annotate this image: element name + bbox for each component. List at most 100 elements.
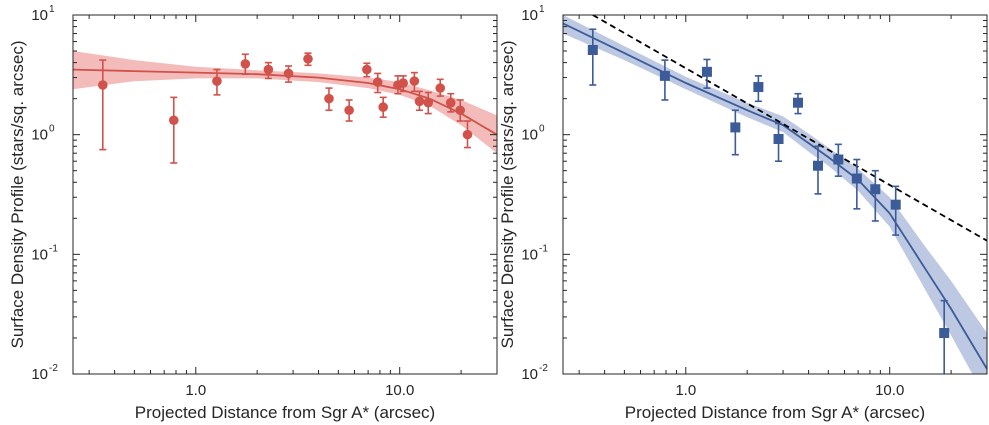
data-marker xyxy=(870,184,881,195)
data-marker xyxy=(445,97,456,108)
data-point xyxy=(362,62,372,78)
data-point xyxy=(773,122,784,163)
y-tick-label: 10 xyxy=(521,366,538,383)
data-point xyxy=(168,96,179,164)
y-tick-label: 10 xyxy=(31,366,48,383)
data-marker xyxy=(701,66,712,77)
data-point xyxy=(435,78,446,97)
data-marker xyxy=(455,105,466,116)
model-fit-line xyxy=(563,22,987,370)
data-point xyxy=(423,91,434,115)
data-marker xyxy=(240,59,251,69)
data-point xyxy=(398,75,408,93)
y-axis-label: Surface Density Profile (stars/sq. arcse… xyxy=(498,41,517,349)
data-marker xyxy=(587,44,598,55)
data-marker xyxy=(753,82,764,93)
data-marker xyxy=(890,199,901,210)
y-tick-exponent: -1 xyxy=(539,243,548,254)
data-marker xyxy=(833,154,844,165)
data-marker xyxy=(372,77,383,87)
y-tick-exponent: -2 xyxy=(49,363,58,374)
data-marker xyxy=(812,160,823,171)
model-uncertainty-band xyxy=(73,51,497,154)
data-marker xyxy=(462,129,473,140)
power-law-dashed-line xyxy=(592,15,987,242)
data-point xyxy=(455,99,466,122)
data-point xyxy=(283,65,294,83)
y-tick-exponent: 1 xyxy=(539,4,545,15)
data-point xyxy=(753,75,764,103)
data-point xyxy=(870,169,881,222)
data-marker xyxy=(730,122,741,133)
data-point xyxy=(939,299,950,374)
plot-frame xyxy=(562,14,988,375)
y-tick-exponent: 0 xyxy=(49,124,55,135)
x-tick-label: 10.0 xyxy=(385,382,414,399)
data-point xyxy=(890,185,901,236)
y-tick-label: 10 xyxy=(521,127,538,144)
data-marker xyxy=(659,70,670,81)
data-marker xyxy=(168,115,179,126)
data-marker xyxy=(939,328,950,339)
y-tick-label: 10 xyxy=(31,7,48,24)
data-point xyxy=(409,71,420,93)
model-uncertainty-band xyxy=(563,15,987,374)
data-marker xyxy=(303,54,313,64)
data-point xyxy=(97,59,108,151)
data-marker xyxy=(773,134,784,145)
plot-frame xyxy=(72,14,498,375)
data-marker xyxy=(398,78,408,88)
data-point xyxy=(378,96,389,118)
y-tick-exponent: -2 xyxy=(539,363,548,374)
x-axis-label: Projected Distance from Sgr A* (arcsec) xyxy=(135,403,435,422)
data-marker xyxy=(263,64,274,75)
y-tick-exponent: 1 xyxy=(49,4,55,15)
data-marker xyxy=(409,76,420,86)
y-tick-label: 10 xyxy=(521,246,538,263)
data-point xyxy=(263,61,274,80)
data-point xyxy=(833,143,844,177)
y-tick-label: 10 xyxy=(521,7,538,24)
y-tick-exponent: 0 xyxy=(539,124,545,135)
data-marker xyxy=(792,97,803,108)
plot-area xyxy=(563,15,987,374)
data-point xyxy=(792,92,803,115)
data-point xyxy=(324,87,334,112)
data-point xyxy=(701,58,712,89)
y-tick-exponent: -1 xyxy=(49,243,58,254)
data-point xyxy=(659,59,670,101)
y-axis-label: Surface Density Profile (stars/sq. arcse… xyxy=(8,41,27,349)
data-point xyxy=(303,52,313,67)
data-marker xyxy=(423,97,434,108)
data-marker xyxy=(212,76,222,86)
data-point xyxy=(240,53,251,76)
data-point xyxy=(344,99,354,122)
data-marker xyxy=(851,173,862,184)
x-tick-label: 1.0 xyxy=(675,382,696,399)
x-tick-label: 10.0 xyxy=(875,382,904,399)
data-marker xyxy=(435,83,446,93)
data-marker xyxy=(283,68,294,79)
data-marker xyxy=(324,93,334,104)
y-tick-label: 10 xyxy=(31,127,48,144)
x-tick-label: 1.0 xyxy=(185,382,206,399)
data-point xyxy=(587,28,598,86)
model-fit-line xyxy=(73,68,497,136)
data-point xyxy=(730,109,741,156)
data-point xyxy=(851,158,862,210)
data-marker xyxy=(97,80,108,90)
data-marker xyxy=(344,105,354,116)
data-point xyxy=(462,120,473,149)
data-marker xyxy=(378,102,389,112)
data-point xyxy=(414,90,425,112)
plot-area xyxy=(73,51,497,164)
data-point xyxy=(445,92,456,113)
data-point xyxy=(212,68,222,96)
y-tick-label: 10 xyxy=(31,246,48,263)
x-axis-label: Projected Distance from Sgr A* (arcsec) xyxy=(625,403,925,422)
data-point xyxy=(812,145,823,195)
